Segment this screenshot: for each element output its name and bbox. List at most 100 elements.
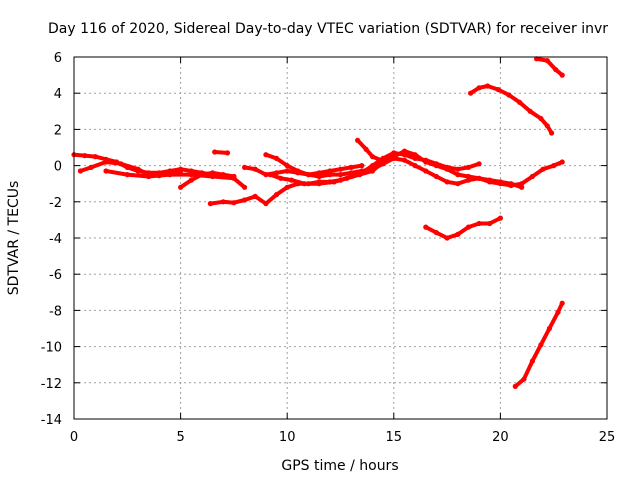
data-point <box>544 123 550 129</box>
data-point <box>263 172 269 178</box>
y-tick-label: 0 <box>54 160 62 175</box>
data-point <box>337 172 344 178</box>
data-point <box>465 173 471 180</box>
series-arc-12 <box>468 84 554 135</box>
data-point <box>476 220 482 227</box>
data-point <box>506 92 512 98</box>
data-point <box>412 163 418 169</box>
data-point <box>316 170 322 176</box>
data-point <box>178 168 184 174</box>
data-point <box>316 173 322 180</box>
data-point <box>487 177 493 183</box>
data-point <box>135 166 141 172</box>
y-axis-label: SDTVAR / TECUs <box>6 181 22 296</box>
data-point <box>433 163 439 169</box>
data-point <box>77 168 83 174</box>
data-point <box>485 83 491 89</box>
data-point <box>549 130 555 136</box>
data-point <box>305 172 312 178</box>
data-point <box>423 168 429 174</box>
data-point <box>391 154 397 160</box>
data-point <box>363 146 369 152</box>
series-arc-3 <box>104 169 247 190</box>
data-point <box>220 172 226 178</box>
y-tick-label: -4 <box>49 232 62 247</box>
data-point <box>544 58 550 64</box>
data-point <box>517 99 523 105</box>
y-tick-label: 2 <box>54 123 62 138</box>
data-point <box>273 170 280 176</box>
data-point <box>92 154 98 160</box>
data-point <box>455 231 461 237</box>
data-point <box>423 159 429 165</box>
data-point <box>210 173 216 180</box>
y-tick-label: -12 <box>41 377 62 392</box>
data-point <box>465 224 471 230</box>
y-tick-label: -10 <box>41 341 62 356</box>
series-arc-13 <box>534 56 565 78</box>
data-point <box>401 148 408 154</box>
data-point <box>242 184 248 190</box>
data-point <box>455 181 461 187</box>
data-point <box>188 168 194 174</box>
data-point <box>551 163 557 169</box>
data-point <box>444 179 450 185</box>
data-point <box>146 173 152 180</box>
data-point <box>433 173 439 180</box>
data-point <box>512 383 518 389</box>
data-point <box>444 166 450 172</box>
data-point <box>348 164 354 170</box>
data-point <box>538 342 544 348</box>
data-point <box>455 166 461 172</box>
data-point <box>497 215 503 221</box>
y-tick-label: -2 <box>49 196 62 211</box>
data-point <box>231 200 237 206</box>
data-point <box>465 177 471 183</box>
data-point <box>540 166 546 172</box>
data-point <box>210 170 216 176</box>
data-point <box>331 179 337 185</box>
data-point <box>252 193 258 199</box>
data-point <box>273 192 280 198</box>
data-point <box>559 159 565 165</box>
data-point <box>555 309 561 315</box>
data-point <box>348 170 354 176</box>
y-tick-label: 4 <box>54 87 62 102</box>
data-point <box>178 184 184 190</box>
y-tick-label: -6 <box>49 268 62 283</box>
data-point <box>369 168 376 174</box>
x-tick-label: 10 <box>279 430 296 445</box>
data-point <box>546 325 553 332</box>
data-point <box>465 164 471 170</box>
data-point <box>231 173 237 180</box>
data-point <box>118 161 124 167</box>
series-arc-10 <box>355 138 383 163</box>
data-point <box>476 85 482 91</box>
data-point <box>263 201 269 207</box>
data-point <box>288 177 295 183</box>
data-point <box>88 164 94 170</box>
data-point <box>559 72 565 78</box>
data-point <box>252 166 258 172</box>
data-point <box>476 161 482 167</box>
data-point <box>284 168 290 174</box>
data-point <box>495 87 501 93</box>
y-tick-label: -14 <box>41 413 62 428</box>
x-tick-label: 25 <box>599 430 616 445</box>
data-point <box>224 150 231 156</box>
grid <box>74 57 607 419</box>
data-point <box>378 157 384 163</box>
data-point <box>433 230 439 236</box>
data-point <box>519 184 525 190</box>
data-point <box>527 108 533 114</box>
data-point <box>553 67 559 73</box>
y-tick-label: 6 <box>54 51 62 66</box>
data-point <box>212 149 218 155</box>
data-point <box>82 153 88 159</box>
data-point <box>344 175 350 181</box>
data-point <box>476 175 482 181</box>
data-point <box>242 197 248 203</box>
data-point <box>538 115 544 122</box>
data-series <box>71 56 565 389</box>
